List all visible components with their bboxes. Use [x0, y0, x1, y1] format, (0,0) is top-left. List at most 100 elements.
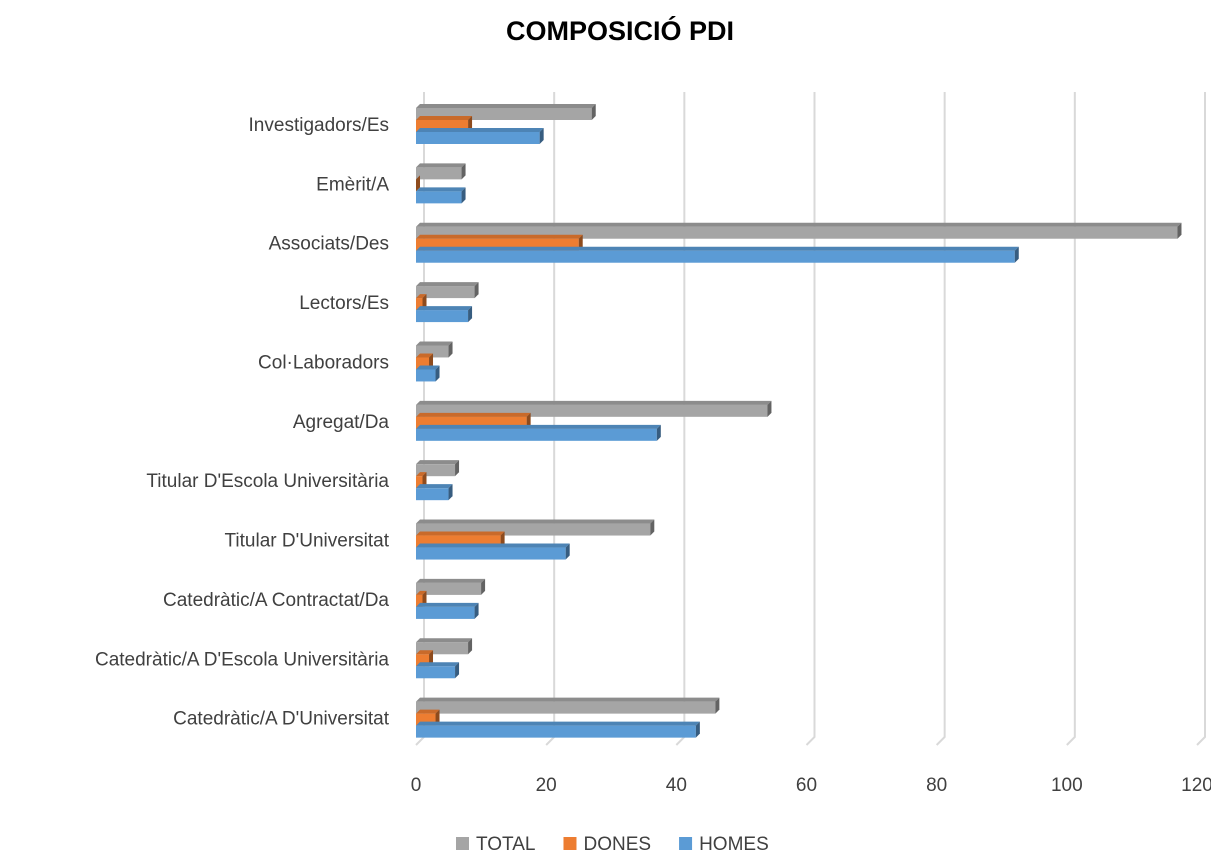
bar — [416, 424, 661, 441]
bar-side — [1014, 246, 1019, 263]
bar-front — [416, 594, 423, 607]
bar-top — [416, 104, 596, 108]
bar-side — [448, 484, 453, 501]
bar-front — [416, 547, 566, 560]
legend-label: DONES — [583, 834, 651, 855]
bar — [416, 578, 486, 595]
y-tick-label: Associats/Des — [269, 234, 389, 255]
x-tick-label: 100 — [1051, 775, 1083, 796]
bar-front — [416, 369, 436, 382]
bar-top — [416, 531, 505, 536]
bar-side — [715, 697, 720, 714]
bar-top — [416, 222, 1182, 227]
legend-swatch — [456, 837, 469, 850]
bar-side — [461, 163, 466, 180]
bar-front — [416, 298, 423, 311]
bar-side — [481, 578, 486, 595]
bar-top — [416, 650, 434, 655]
bar-side — [435, 365, 440, 382]
bar-side — [650, 519, 655, 536]
bar-side — [455, 662, 460, 679]
bar-front — [416, 701, 716, 714]
bar — [416, 222, 1182, 239]
legend-swatch — [679, 837, 693, 850]
y-tick-label: Titular D'Escola Universitària — [146, 471, 389, 492]
bar-top — [416, 187, 466, 192]
bar-side — [468, 306, 473, 323]
bar-top — [416, 424, 661, 429]
bar — [416, 282, 479, 299]
bar-side — [461, 187, 466, 204]
bar-side — [565, 543, 570, 560]
bar — [416, 187, 466, 204]
y-tick-label: Catedràtic/A D'Escola Universitària — [95, 649, 389, 670]
bar-top — [416, 519, 655, 524]
bar-top — [416, 246, 1019, 251]
bar — [416, 365, 440, 382]
bar — [416, 697, 720, 714]
bar-front — [416, 310, 469, 323]
bar-top — [416, 484, 453, 489]
bar — [416, 484, 453, 501]
bar-top — [416, 472, 427, 477]
bar-top — [416, 543, 570, 548]
bar-front — [416, 167, 462, 180]
x-tick-label: 120 — [1181, 775, 1211, 796]
bar — [416, 306, 473, 323]
bar-top — [416, 128, 544, 132]
bar-front — [416, 226, 1178, 239]
grid-line — [805, 92, 816, 746]
bar-top — [416, 282, 479, 287]
bar-front — [416, 476, 423, 489]
bar-front — [416, 428, 657, 441]
legend-label: HOMES — [699, 834, 769, 855]
bar-top — [416, 294, 427, 299]
y-tick-label: Lectors/Es — [299, 293, 389, 314]
bar — [416, 543, 570, 560]
bar-front — [416, 606, 475, 619]
bar-side — [591, 104, 596, 120]
bar-top — [416, 400, 772, 405]
y-tick-label: Col·Laboradors — [258, 352, 389, 373]
legend-swatch — [563, 837, 577, 850]
grid-line — [545, 92, 556, 746]
bar-top — [416, 460, 460, 465]
bar-top — [416, 709, 440, 714]
grid-line — [1066, 92, 1076, 746]
bar-front — [416, 725, 696, 738]
x-tick-label: 80 — [926, 775, 947, 796]
grid-line — [1196, 92, 1206, 746]
bar-side — [656, 424, 661, 441]
bar-top — [416, 590, 427, 595]
bar-side — [416, 175, 420, 192]
x-tick-label: 60 — [796, 775, 817, 796]
bar-top — [416, 353, 434, 358]
grid-line — [675, 92, 686, 746]
y-tick-label: Titular D'Universitat — [225, 531, 390, 552]
legend-label: TOTAL — [476, 834, 535, 855]
bar-top — [416, 578, 486, 583]
bar-side — [1177, 222, 1182, 239]
bar-side — [767, 400, 772, 417]
y-tick-label: Emèrit/A — [316, 174, 389, 195]
bar-side — [474, 282, 479, 299]
y-tick-label: Investigadors/Es — [249, 115, 389, 136]
bar-top — [416, 638, 473, 643]
grid-line — [935, 92, 946, 746]
x-tick-label: 0 — [411, 775, 422, 796]
bar-top — [416, 697, 720, 702]
bar — [416, 175, 420, 192]
bar-side — [695, 721, 700, 738]
bar-top — [416, 341, 453, 346]
bar — [416, 602, 479, 619]
bar-top — [416, 116, 473, 120]
bar — [416, 163, 466, 180]
bar-front — [416, 488, 449, 501]
bar — [416, 662, 460, 679]
bar-top — [416, 365, 440, 370]
bar-front — [416, 582, 482, 595]
bar-front — [416, 250, 1015, 263]
bar-front — [416, 666, 456, 679]
bar-side — [448, 341, 453, 358]
